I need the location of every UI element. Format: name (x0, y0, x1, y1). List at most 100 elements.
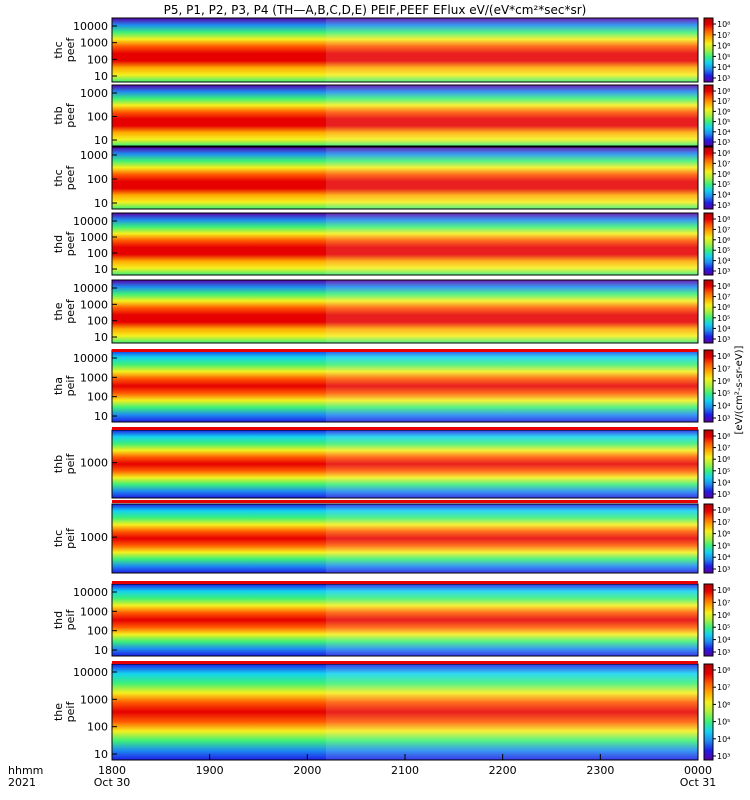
colorbar-tick-label: 10³ (717, 267, 730, 276)
y-tick-label: 1000 (80, 298, 108, 311)
panel-the-peif: 10000 1000 100 10 the peif 10⁸ 10⁷ 10⁶ 10⁵ 10⁴ 10³ (52, 661, 730, 761)
regime-overlay (325, 147, 698, 209)
y-tick-label: 10000 (73, 215, 108, 228)
colorbar-tick-label: 10³ (717, 414, 730, 423)
spectrogram-thc-peif (112, 504, 698, 573)
spectrogram-thc-peef-2 (112, 147, 698, 209)
panel-frame (111, 17, 699, 83)
y-tick-label: 10000 (73, 282, 108, 295)
colorbar-tick-label: 10⁶ (717, 303, 730, 312)
colorbar-tick-label: 10⁴ (717, 191, 730, 200)
quality-flag-bar (112, 427, 698, 430)
colorbar-tick-label: 10⁷ (717, 598, 730, 607)
colorbar (703, 17, 714, 83)
colorbar-tick-label: 10⁷ (717, 225, 730, 234)
y-axis-label: peif (64, 701, 77, 723)
colorbar-tick-label: 10⁶ (717, 170, 730, 179)
y-tick-label: 10000 (73, 352, 108, 365)
colorbar-tick-label: 10⁶ (717, 377, 730, 386)
y-axis-label: peif (64, 453, 77, 475)
spectrogram-thb-peif (112, 430, 698, 498)
colorbar-title: [eV/(cm²-s-sr-eV)] (734, 345, 745, 434)
y-axis-label: thc (52, 41, 65, 58)
colorbar-tick-label: 10³ (717, 565, 730, 574)
colorbar-tick-label: 10³ (717, 335, 730, 344)
colorbar-tick-label: 10⁸ (717, 215, 730, 224)
y-tick-label: 1000 (80, 231, 108, 244)
colorbar-tick-label: 10⁶ (717, 107, 730, 116)
colorbar-tick-label: 10⁴ (717, 63, 730, 72)
colorbar-tick-label: 10⁷ (717, 444, 730, 453)
colorbar-tick-label: 10³ (717, 201, 730, 210)
y-tick-label: 100 (87, 247, 108, 260)
y-axis-label: peef (64, 231, 77, 257)
y-axis-label: thd (52, 611, 65, 629)
x-tick-label: 2200 (489, 764, 517, 777)
panel-thc-peif: 1000 thc peif 10⁸ 10⁷ 10⁶ 10⁵ 10⁴ 10³ (52, 500, 730, 574)
regime-overlay (325, 430, 698, 498)
panel-thb-peif: 1000 thb peif 10⁸ 10⁷ 10⁶ 10⁵ 10⁴ 10³ (52, 427, 730, 499)
y-tick-label: 1000 (80, 605, 108, 618)
quality-flag-bar (112, 500, 698, 503)
panel-frame (111, 212, 699, 276)
y-axis-label: peef (64, 298, 77, 324)
colorbar-tick-label: 10⁴ (717, 478, 730, 487)
spectrogram-the-peif (112, 664, 698, 760)
y-axis-label: peef (64, 165, 77, 191)
colorbar-tick-label: 10⁷ (717, 97, 730, 106)
colorbar-tick-label: 10⁷ (717, 159, 730, 168)
colorbar-tick-label: 10⁸ (717, 149, 730, 158)
y-tick-label: 1000 (80, 87, 108, 100)
spectrogram-thd-peef (112, 213, 698, 275)
panel-frame (111, 146, 699, 210)
y-tick-label: 10 (94, 197, 108, 210)
colorbar (703, 583, 714, 657)
y-axis-label: peef (64, 102, 77, 128)
colorbar-tick-label: 10⁵ (717, 389, 730, 398)
y-tick-label: 1000 (80, 37, 108, 50)
colorbar-tick-label: 10⁵ (717, 118, 730, 127)
colorbar (703, 429, 714, 499)
colorbar-tick-label: 10⁴ (717, 735, 730, 744)
y-tick-label: 10 (94, 70, 108, 83)
quality-flag-bar (112, 581, 698, 584)
colorbar-tick-label: 10⁶ (717, 700, 730, 709)
y-tick-label: 100 (87, 111, 108, 124)
colorbar-tick-label: 10⁷ (717, 31, 730, 40)
colorbar-tick-label: 10⁵ (717, 623, 730, 632)
panel-frame (111, 84, 699, 147)
panel-tha-peif: 10000 1000 100 10 tha peif 10⁸ 10⁷ 10⁶ 10⁵ 10⁴ 10³ (52, 349, 730, 423)
colorbar (703, 663, 714, 761)
colorbar (703, 212, 714, 276)
y-tick-label: 1000 (80, 457, 108, 470)
y-axis-label: thb (52, 106, 65, 124)
y-tick-label: 100 (87, 625, 108, 638)
colorbar-tick-label: 10⁵ (717, 541, 730, 550)
y-tick-label: 100 (87, 173, 108, 186)
colorbar (703, 349, 714, 423)
y-tick-label: 10 (94, 134, 108, 147)
y-axis-label: peif (64, 375, 77, 397)
y-axis-label: the (52, 302, 65, 320)
y-tick-label: 1000 (80, 149, 108, 162)
x-tick-label: 0000 (684, 764, 712, 777)
x-tick-label: 2300 (586, 764, 614, 777)
colorbar-tick-label: 10³ (717, 74, 730, 83)
colorbar-tick-label: 10⁴ (717, 402, 730, 411)
colorbar-tick-label: 10⁸ (717, 506, 730, 515)
chart-title: P5, P1, P2, P3, P4 (TH—A,B,C,D,E) PEIF,P… (164, 3, 587, 17)
y-tick-label: 10000 (73, 20, 108, 33)
y-tick-label: 1000 (80, 693, 108, 706)
y-tick-label: 10 (94, 331, 108, 344)
colorbar-tick-label: 10⁵ (717, 52, 730, 61)
y-tick-label: 1000 (80, 371, 108, 384)
x-tick-label: 2000 (293, 764, 321, 777)
colorbar (703, 84, 714, 147)
colorbar-tick-label: 10⁵ (717, 314, 730, 323)
y-tick-label: 1000 (80, 531, 108, 544)
y-axis-label: peif (64, 527, 77, 549)
y-tick-label: 100 (87, 315, 108, 328)
